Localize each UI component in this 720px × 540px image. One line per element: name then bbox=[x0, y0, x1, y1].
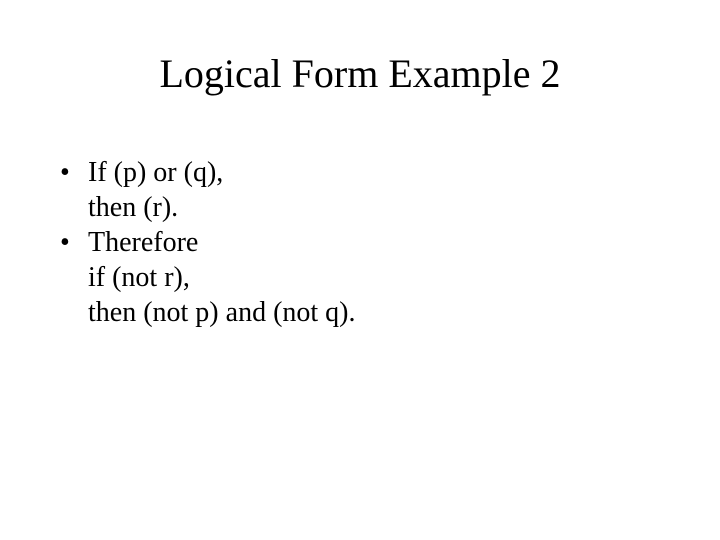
bullet-line: if (not r), bbox=[88, 260, 356, 295]
bullet-line: Therefore bbox=[88, 225, 356, 260]
slide-title: Logical Form Example 2 bbox=[0, 50, 720, 97]
bullet-text: Therefore if (not r), then (not p) and (… bbox=[88, 225, 356, 330]
bullet-text: If (p) or (q), then (r). bbox=[88, 155, 356, 225]
bullet-line: then (not p) and (not q). bbox=[88, 295, 356, 330]
bullet-line: If (p) or (q), bbox=[88, 155, 356, 190]
bullet-marker: • bbox=[60, 225, 88, 260]
bullet-marker: • bbox=[60, 155, 88, 190]
slide-content: • If (p) or (q), then (r). • Therefore i… bbox=[60, 155, 356, 330]
bullet-item: • If (p) or (q), then (r). bbox=[60, 155, 356, 225]
bullet-line: then (r). bbox=[88, 190, 356, 225]
bullet-item: • Therefore if (not r), then (not p) and… bbox=[60, 225, 356, 330]
